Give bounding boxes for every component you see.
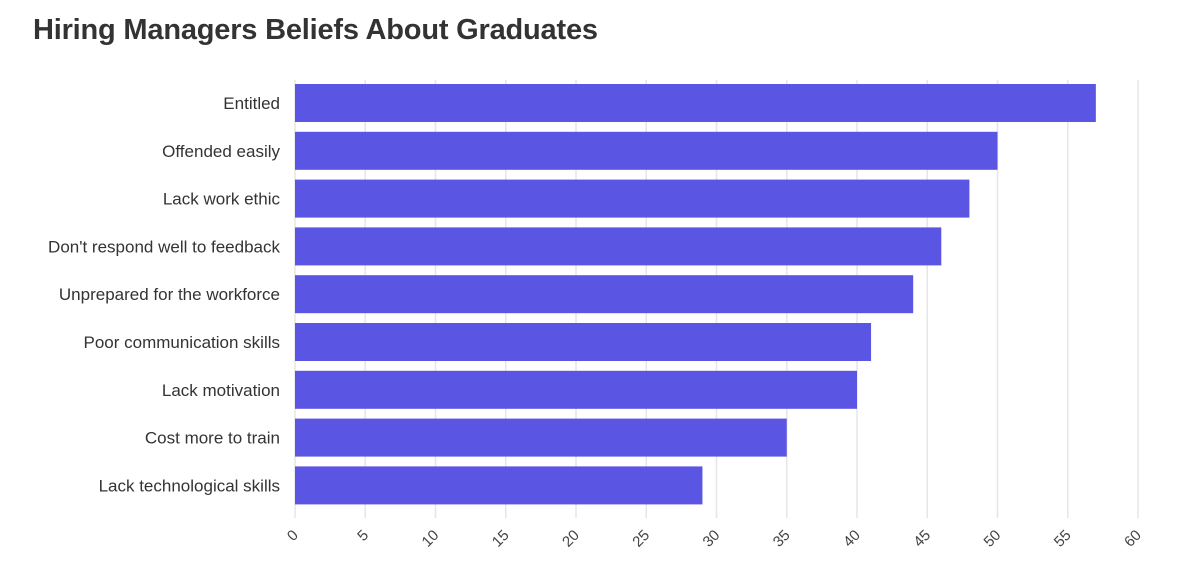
- category-label: Poor communication skills: [83, 333, 280, 352]
- bar: [295, 84, 1096, 122]
- category-label: Lack motivation: [162, 381, 280, 400]
- x-tick-label: 20: [559, 527, 583, 551]
- category-labels: Entitled Offended easily Lack work ethic Do…: [48, 94, 280, 495]
- x-tick-label: 55: [1051, 527, 1075, 551]
- x-tick-label: 40: [840, 527, 864, 551]
- bar: [295, 466, 703, 505]
- x-tick-label: 15: [489, 527, 513, 551]
- category-label: Lack work ethic: [163, 190, 281, 209]
- x-tick-label: 35: [770, 527, 794, 551]
- category-label: Offended easily: [162, 142, 280, 161]
- x-tick-label: 25: [629, 527, 653, 551]
- bar: [295, 370, 857, 409]
- category-label: Lack technological skills: [99, 476, 280, 495]
- bar: [295, 179, 970, 218]
- chart-title: Hiring Managers Beliefs About Graduates: [33, 14, 598, 46]
- x-tick-label: 0: [284, 527, 302, 545]
- x-tick-label: 45: [910, 527, 934, 551]
- bars: [295, 84, 1096, 505]
- category-label: Cost more to train: [145, 429, 280, 448]
- x-tick-label: 60: [1121, 527, 1145, 551]
- x-tick-label: 30: [700, 527, 724, 551]
- x-tick-label: 10: [419, 527, 443, 551]
- x-tick-label: 50: [981, 527, 1005, 551]
- bar: [295, 275, 914, 314]
- x-tick-label: 5: [354, 527, 372, 545]
- x-axis-ticks: 0 5 10 15 20 25 30 35 40 45 50 55 60: [284, 527, 1145, 551]
- bar: [295, 418, 787, 457]
- bar: [295, 323, 872, 361]
- category-label: Unprepared for the workforce: [59, 285, 280, 304]
- bar: [295, 131, 998, 170]
- category-label: Entitled: [223, 94, 280, 113]
- category-label: Don't respond well to feedback: [48, 237, 280, 256]
- bar: [295, 227, 942, 266]
